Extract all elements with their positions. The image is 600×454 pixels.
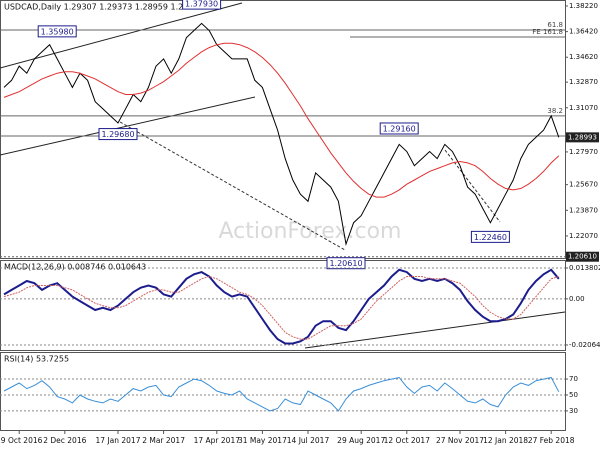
- price-box-label: 1.20610: [568, 253, 597, 261]
- channel-top: [0, 2, 243, 69]
- x-tick-label: 2 Mar 2017: [142, 436, 185, 445]
- y-tick-label: 1.22070: [569, 232, 598, 240]
- level-label: FE 161.8: [532, 28, 563, 36]
- x-tick-label: 12 Oct 2017: [384, 436, 431, 445]
- y-tick-label: 1.32870: [569, 78, 598, 86]
- x-tick-label: 17 Jan 2017: [96, 436, 141, 445]
- x-tick-label: 27 Feb 2018: [528, 436, 575, 445]
- x-tick-label: 19 Oct 2016: [0, 436, 43, 445]
- y-tick-label: 30: [569, 407, 578, 415]
- macd-title: MACD(12,26,9) 0.008746 0.010643: [4, 263, 146, 272]
- pivot-box: [98, 128, 138, 141]
- pivot-label: 1.37930: [185, 0, 218, 9]
- series-line: [3, 376, 560, 412]
- y-tick-label: 1.31070: [569, 104, 598, 112]
- series-line: [3, 22, 560, 246]
- y-tick-label: 70: [569, 375, 578, 383]
- y-tick-label: 1.38220: [569, 2, 598, 10]
- pivot-box: [37, 25, 77, 38]
- pivot-label: 1.29680: [101, 130, 134, 139]
- y-tick-label: 1.23870: [569, 206, 598, 214]
- pivot-label: 1.20610: [329, 259, 362, 268]
- series-line: [3, 268, 560, 345]
- macd-trendline: [304, 311, 566, 349]
- rsi-panel: [0, 352, 566, 431]
- price-box-label: 1.28993: [568, 133, 597, 141]
- price-panel: [0, 0, 566, 259]
- x-tick-label: 31 May 2017: [238, 436, 287, 445]
- x-tick-label: 29 Aug 2017: [337, 436, 385, 445]
- level-label: 61.8: [547, 21, 563, 29]
- y-tick-label: -0.020648: [569, 341, 600, 349]
- y-tick-label: 0.00: [569, 295, 585, 303]
- x-tick-label: 17 Apr 2017: [194, 436, 241, 445]
- y-tick-label: 1.36420: [569, 28, 598, 36]
- pivot-label: 1.29160: [383, 124, 416, 133]
- series-line: [3, 275, 559, 340]
- projection-line: [444, 149, 501, 223]
- projection-line: [119, 121, 346, 251]
- pivot-label: 1.22460: [474, 233, 507, 242]
- macd-panel: [0, 260, 566, 351]
- x-tick-label: 2 Dec 2016: [43, 436, 86, 445]
- y-tick-label: 1.25670: [569, 181, 598, 189]
- y-tick-label: 1.27970: [569, 148, 598, 156]
- level-label: 38.2: [547, 107, 563, 115]
- x-tick-label: 27 Nov 2017: [436, 436, 484, 445]
- pivot-box: [326, 257, 366, 270]
- y-tick-label: 50: [569, 391, 578, 399]
- price-box: [566, 132, 599, 143]
- pivot-box: [470, 230, 510, 243]
- price-box: [566, 251, 599, 262]
- pivot-box: [379, 122, 419, 135]
- pivot-box: [182, 0, 222, 10]
- rsi-title: RSI(14) 53.7255: [4, 355, 69, 364]
- chart-title: USDCAD,Daily 1.29307 1.29373 1.28959 1.2…: [4, 3, 204, 12]
- channel-bottom: [0, 96, 256, 156]
- watermark: ActionForex.com: [219, 219, 402, 244]
- x-tick-label: 14 Jul 2017: [287, 436, 330, 445]
- y-tick-label: 0.013802: [569, 264, 600, 272]
- y-tick-label: 1.34620: [569, 53, 598, 61]
- pivot-label: 1.35980: [41, 27, 74, 36]
- x-tick-label: 12 Jan 2018: [483, 436, 528, 445]
- series-line: [3, 42, 560, 198]
